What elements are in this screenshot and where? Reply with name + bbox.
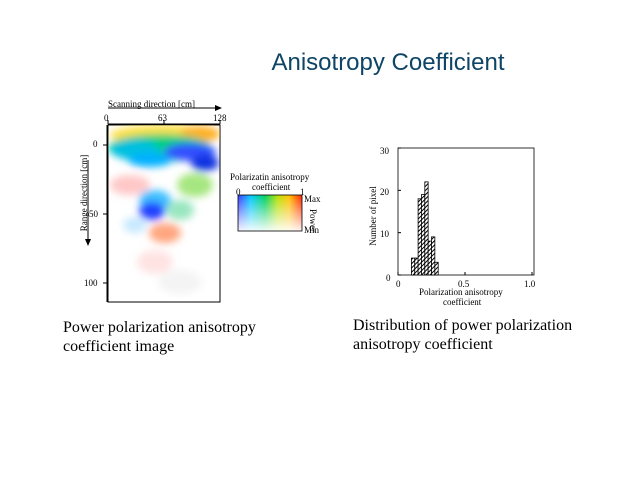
histogram-x-label-line2: coefficient	[443, 297, 482, 307]
x-tick-0-5: 0.5	[458, 279, 470, 289]
colorbar-title-line2: coefficient	[252, 182, 291, 192]
x-tick-1-0: 1.0	[524, 279, 536, 289]
histogram-plot-frame	[397, 147, 535, 276]
y-tick-10: 10	[380, 229, 389, 239]
histogram-bar	[414, 257, 419, 276]
histogram-caption-line2: anisotropy coefficient	[353, 336, 493, 353]
histogram-x-label-line1: Polarization anisotropy	[419, 287, 503, 297]
histogram-bar	[427, 240, 432, 276]
colorbar-max-label: Max	[304, 194, 321, 204]
y-tick-30: 30	[380, 146, 389, 156]
x-tick-label-128: 128	[213, 113, 227, 123]
x-tick-label-63: 63	[158, 113, 167, 123]
colorbar-min-tick: 0	[236, 187, 241, 197]
image-caption-line1: Power polarization anisotropy	[63, 319, 256, 336]
histogram-bar	[417, 198, 422, 276]
colorbar-min-label: Min	[304, 225, 320, 235]
histogram-bar	[421, 194, 426, 276]
histogram-caption-line1: Distribution of power polarization	[353, 317, 573, 334]
x-tick-label-0: 0	[104, 113, 109, 123]
image-caption-line2: coefficient image	[63, 338, 175, 355]
y-tick-label-0: 0	[93, 139, 98, 149]
colorbar-title-line1: Polarizatin anisotropy	[230, 172, 310, 182]
y-tick-20: 20	[380, 187, 389, 197]
y-tick-label-100: 100	[84, 278, 98, 288]
x-axis-label: Scanning direction [cm]	[108, 99, 195, 109]
x-tick-0: 0	[396, 279, 401, 289]
y-tick-0: 0	[386, 273, 391, 283]
histogram-bar	[410, 257, 416, 276]
y-tick-label-50: 50	[89, 209, 98, 219]
histogram-bar	[431, 236, 436, 276]
histogram-bar	[434, 261, 439, 276]
colorbar-max-tick: 1	[300, 187, 305, 197]
histogram-bar	[424, 181, 429, 276]
slide-title: Anisotropy Coefficient	[271, 49, 505, 76]
